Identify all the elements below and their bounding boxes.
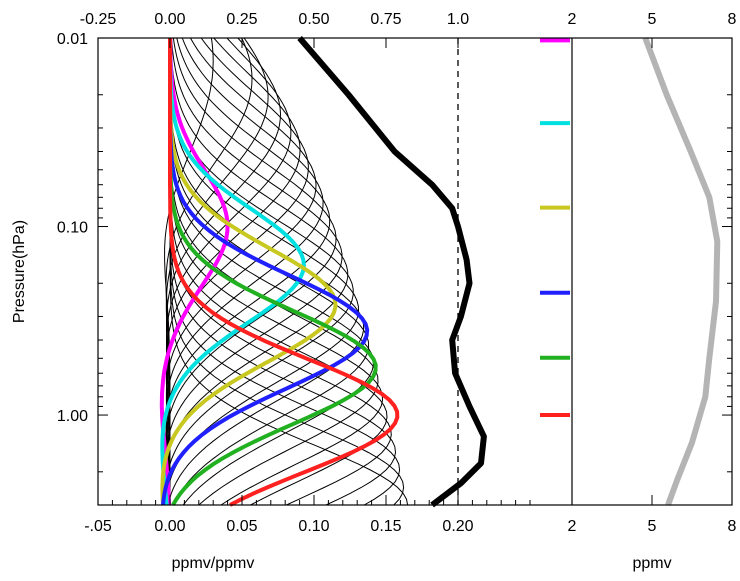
x-tick-label-top: 0.50 [298, 11, 329, 28]
kernel-line [164, 37, 354, 506]
plot-frame [97, 37, 733, 506]
x-tick-label-top: 5 [648, 11, 657, 28]
kernel-line [165, 37, 343, 506]
x-tick-label-bottom: 5 [648, 518, 657, 535]
kernel-line [165, 37, 349, 506]
area-sum-line [297, 36, 487, 508]
kernel-line [165, 37, 337, 506]
x-tick-label-top: 0.00 [154, 11, 185, 28]
kernel-line [166, 37, 282, 505]
y-axis-label: Pressure(hPa) [11, 220, 28, 323]
x-tick-label-top: 8 [728, 11, 737, 28]
x-tick-label-bottom: 2 [568, 518, 577, 535]
x-axis-label-profile: ppmv [632, 555, 671, 572]
a-priori-profile-line [642, 36, 721, 507]
x-tick-label-bottom: 8 [728, 518, 737, 535]
kernel-line [165, 37, 309, 506]
highlighted-kernel-6 [168, 38, 400, 507]
x-tick-label-top: 1.0 [447, 11, 469, 28]
kernel-line [165, 37, 331, 506]
x-axis-label-kernels: ppmv/ppmv [172, 555, 255, 572]
highlighted-kernel-2 [160, 37, 306, 506]
x-tick-label-bottom: 0.05 [226, 518, 257, 535]
x-tick-label-bottom: 0.20 [442, 518, 473, 535]
x-tick-label-bottom: -.05 [84, 518, 112, 535]
x-tick-label-bottom: 0.00 [154, 518, 185, 535]
kernel-line [165, 38, 360, 506]
y-tick-label: 0.10 [57, 220, 88, 237]
x-tick-label-top: 0.25 [226, 11, 257, 28]
x-tick-label-top: 2 [568, 11, 577, 28]
kernel-line [165, 37, 317, 506]
x-tick-label-top: 0.75 [370, 11, 401, 28]
y-tick-label: 1.00 [57, 408, 88, 425]
x-tick-label-bottom: 0.15 [370, 518, 401, 535]
x-tick-label-top: -0.25 [80, 11, 117, 28]
x-tick-label-bottom: 0.10 [298, 518, 329, 535]
y-tick-label: 0.01 [57, 31, 88, 48]
